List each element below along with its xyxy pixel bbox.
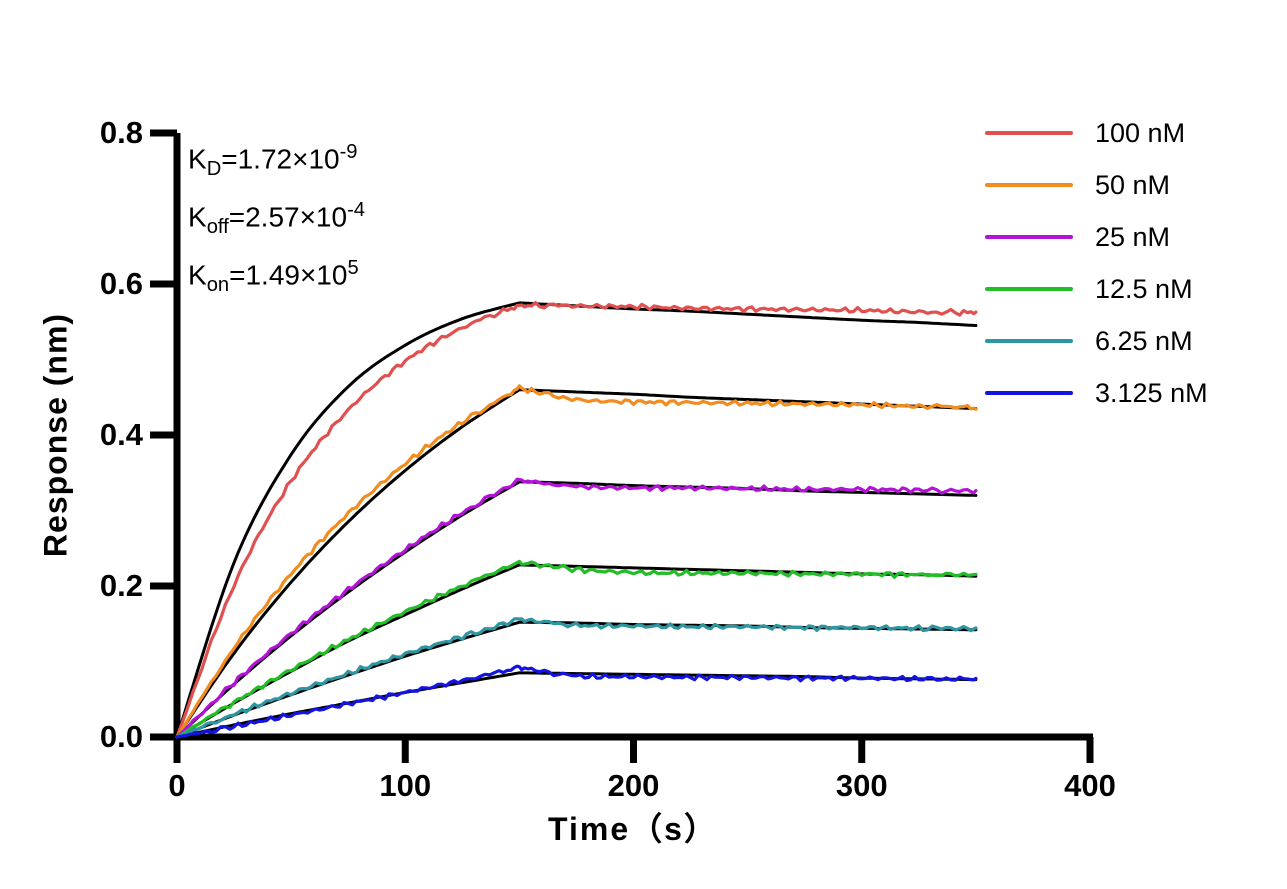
legend-item: 3.125 nM: [985, 367, 1208, 419]
legend-item: 12.5 nM: [985, 263, 1208, 315]
legend-item: 100 nM: [985, 107, 1208, 159]
data-curve-12.5-nM: [175, 559, 978, 739]
legend-label: 12.5 nM: [1095, 273, 1193, 304]
x-tick-label: 0: [168, 768, 186, 803]
legend-line-swatch: [985, 183, 1073, 187]
fit-curve-fit-6.25-nM: [175, 620, 978, 739]
y-axis-title: Response (nm): [37, 312, 74, 558]
legend-label: 6.25 nM: [1095, 325, 1193, 356]
fit-curve-fit-3.125-nM: [175, 671, 978, 739]
data-curve-50-nM: [175, 384, 978, 739]
y-tick-label: 0.0: [99, 719, 143, 754]
kinetics-value: Kon=1.49×105: [188, 256, 359, 296]
y-tick-label: 0.2: [99, 568, 143, 603]
x-axis-title: Time（s）: [548, 811, 718, 847]
legend: 100 nM 50 nM 25 nM 12.5 nM 6.25 nM 3.125 nM: [985, 107, 1208, 419]
legend-label: 25 nM: [1095, 221, 1171, 252]
legend-item: 50 nM: [985, 159, 1208, 211]
y-tick-label: 0.6: [99, 266, 143, 301]
legend-line-swatch: [985, 391, 1073, 395]
data-curve-6.25-nM: [175, 617, 978, 739]
data-curve-100-nM: [175, 301, 978, 739]
legend-line-swatch: [985, 235, 1073, 239]
legend-label: 100 nM: [1095, 117, 1186, 148]
legend-line-swatch: [985, 339, 1073, 343]
x-tick-label: 400: [1064, 768, 1116, 803]
fit-curve-fit-50-nM: [175, 388, 978, 739]
fit-curve-fit-25-nM: [175, 480, 978, 739]
y-tick-label: 0.8: [99, 115, 143, 150]
kinetics-annotation: KD=1.72×10-9 Koff=2.57×10-4 Kon=1.49×105: [188, 132, 365, 306]
legend-label: 50 nM: [1095, 169, 1171, 200]
data-curve-3.125-nM: [175, 664, 978, 739]
legend-line-swatch: [985, 131, 1073, 135]
x-tick-label: 200: [607, 768, 660, 803]
legend-item: 25 nM: [985, 211, 1208, 263]
x-tick-label: 300: [835, 768, 888, 803]
x-tick-label: 100: [379, 768, 432, 803]
data-curve-25-nM: [175, 477, 978, 739]
legend-line-swatch: [985, 287, 1073, 291]
legend-item: 6.25 nM: [985, 315, 1208, 367]
kinetics-value: KD=1.72×10-9: [188, 141, 358, 180]
fit-curve-fit-100-nM: [175, 301, 978, 739]
y-tick-label: 0.4: [99, 417, 143, 452]
legend-label: 3.125 nM: [1095, 377, 1208, 408]
kinetics-value: Koff=2.57×10-4: [188, 198, 366, 238]
